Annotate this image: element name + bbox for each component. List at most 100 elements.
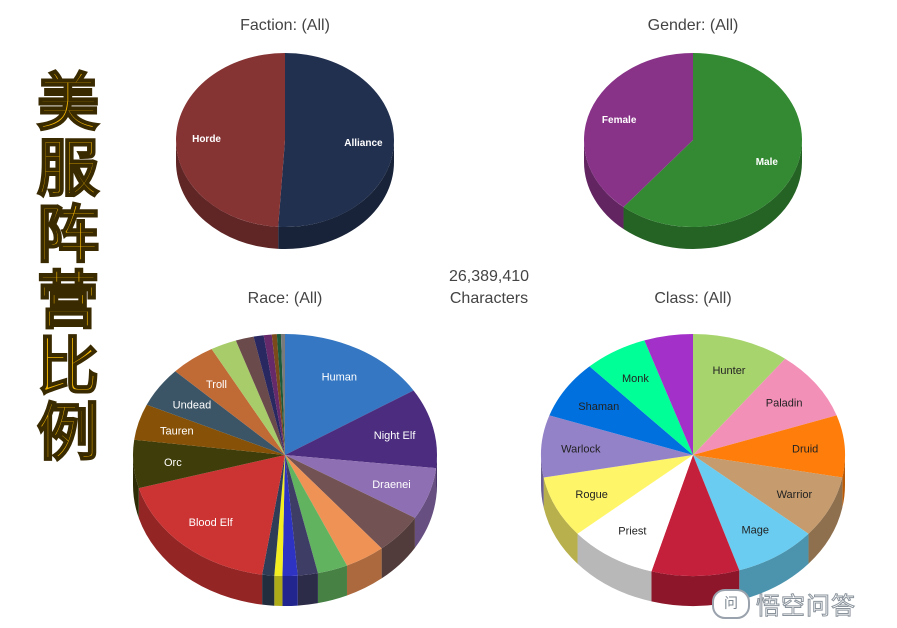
pie-side-horde <box>176 140 279 249</box>
pie-slice-unlabeled <box>651 455 740 576</box>
pie-side-slice <box>282 575 298 606</box>
slice-label-priest: Priest <box>618 525 646 537</box>
character-count-unit: Characters <box>449 290 529 307</box>
slice-label-shaman: Shaman <box>578 401 619 413</box>
slice-label-alliance: Alliance <box>344 138 383 149</box>
pie-side-night-elf <box>436 455 437 499</box>
pie-slice-rogue <box>543 455 693 534</box>
pie-slice-druid <box>693 415 845 478</box>
race-chart-title: Race: (All) <box>247 290 323 307</box>
pie-chart-2: Human Night Elf Draenei Blood Elf Orc Tauren U… <box>132 334 437 606</box>
pie-slice-unlabeled <box>276 334 285 455</box>
pie-slice-warrior <box>693 455 843 534</box>
side-title-char: 美 <box>36 66 100 139</box>
slice-label-warrior: Warrior <box>777 489 813 501</box>
slice-label-night-elf: Night Elf <box>374 430 417 442</box>
pie-slice-unlabeled <box>253 335 285 455</box>
pie-slice-troll <box>175 349 285 455</box>
pie-slice-male <box>623 52 803 227</box>
pie-slice-human <box>285 334 414 455</box>
slice-label-paladin: Paladin <box>766 397 803 409</box>
pie-chart-3: Hunter Paladin Druid Warrior Mage Priest Rogue… <box>541 334 845 606</box>
pie-slice-unlabeled <box>211 340 285 455</box>
pie-side-orc <box>133 455 139 519</box>
slice-label-hunter: Hunter <box>712 365 745 377</box>
slice-label-undead: Undead <box>173 400 212 412</box>
slice-label-monk: Monk <box>622 373 649 385</box>
pie-chart-1: Male Female <box>584 52 803 249</box>
slice-label-warlock: Warlock <box>561 443 601 455</box>
pie-side-male <box>623 140 802 249</box>
slice-label-draenei: Draenei <box>372 479 411 491</box>
pie-side-warrior <box>808 477 843 564</box>
pie-side-draenei <box>414 468 437 548</box>
pie-slice-horde <box>176 53 285 227</box>
pie-slice-priest <box>577 455 693 572</box>
side-title-char: 营 <box>36 264 100 337</box>
pie-slice-unlabeled <box>285 455 318 576</box>
side-title-char: 例 <box>36 396 100 469</box>
pie-side-slice <box>297 573 318 606</box>
pie-side-druid <box>842 455 845 508</box>
gender-chart-title: Gender: (All) <box>647 17 739 34</box>
side-title: 美 服 阵 营 比 例 <box>28 66 108 469</box>
pie-slice-unlabeled <box>285 455 382 566</box>
side-title-char: 阵 <box>36 198 100 271</box>
character-count-value: 26,389,410 <box>448 268 530 285</box>
pie-slice-unlabeled <box>274 455 285 576</box>
pie-slice-unlabeled <box>235 336 285 455</box>
pie-slice-warlock <box>541 415 693 478</box>
slice-label-mage: Mage <box>741 525 769 537</box>
character-count: 26,389,410 Characters <box>409 266 569 310</box>
pie-slice-undead <box>146 371 285 455</box>
slice-label-blood-elf: Blood Elf <box>189 517 234 529</box>
slice-label-rogue: Rogue <box>575 489 607 501</box>
watermark: 问 悟空问答 <box>712 586 856 621</box>
slice-label-horde: Horde <box>192 134 221 145</box>
pie-side-mage <box>739 533 809 601</box>
pie-side-slice <box>381 517 415 579</box>
slice-label-female: Female <box>602 115 637 126</box>
pie-slice-unlabeled <box>271 334 285 455</box>
pie-slice-unlabeled <box>285 455 347 574</box>
pie-side-alliance <box>278 140 394 249</box>
side-title-char: 服 <box>36 132 100 205</box>
slice-label-human: Human <box>322 372 357 384</box>
pie-slice-unlabeled <box>282 455 298 576</box>
pie-slice-unlabeled <box>280 334 285 455</box>
faction-chart-title: Faction: (All) <box>240 17 330 34</box>
pie-slice-orc <box>132 439 285 489</box>
pie-slice-tauren <box>134 404 285 455</box>
pie-slice-unlabeled <box>262 455 285 576</box>
pie-slice-shaman <box>549 366 693 455</box>
pie-slice-unlabeled <box>644 334 693 455</box>
class-chart-title: Class: (All) <box>654 290 732 307</box>
pie-slice-paladin <box>693 358 837 455</box>
pie-slice-draenei <box>285 455 437 518</box>
pie-side-warlock <box>541 455 544 508</box>
watermark-text: 悟空问答 <box>756 592 856 621</box>
pie-side-slice <box>274 575 283 606</box>
slice-label-orc: Orc <box>164 457 182 469</box>
pie-chart-0: Alliance Horde <box>176 53 395 249</box>
pie-slice-monk <box>589 340 693 455</box>
side-title-char: 比 <box>36 330 100 403</box>
pie-slice-unlabeled <box>263 334 285 455</box>
pie-slice-mage <box>693 455 809 571</box>
pie-slice-female <box>584 53 693 208</box>
pie-slice-alliance <box>278 53 395 228</box>
pie-side-priest <box>577 533 652 602</box>
pie-side-female <box>584 140 624 230</box>
pie-side-slice <box>317 565 347 604</box>
pie-slice-hunter <box>693 334 786 455</box>
watermark-logo-icon: 问 <box>712 588 750 619</box>
pie-side-blood-elf <box>138 488 263 605</box>
pie-side-slice <box>346 548 382 596</box>
pie-slice-unlabeled <box>285 455 415 549</box>
pie-side-rogue <box>543 477 578 564</box>
pie-side-slice <box>262 574 275 606</box>
slice-label-tauren: Tauren <box>160 425 194 437</box>
slice-label-troll: Troll <box>206 379 227 391</box>
